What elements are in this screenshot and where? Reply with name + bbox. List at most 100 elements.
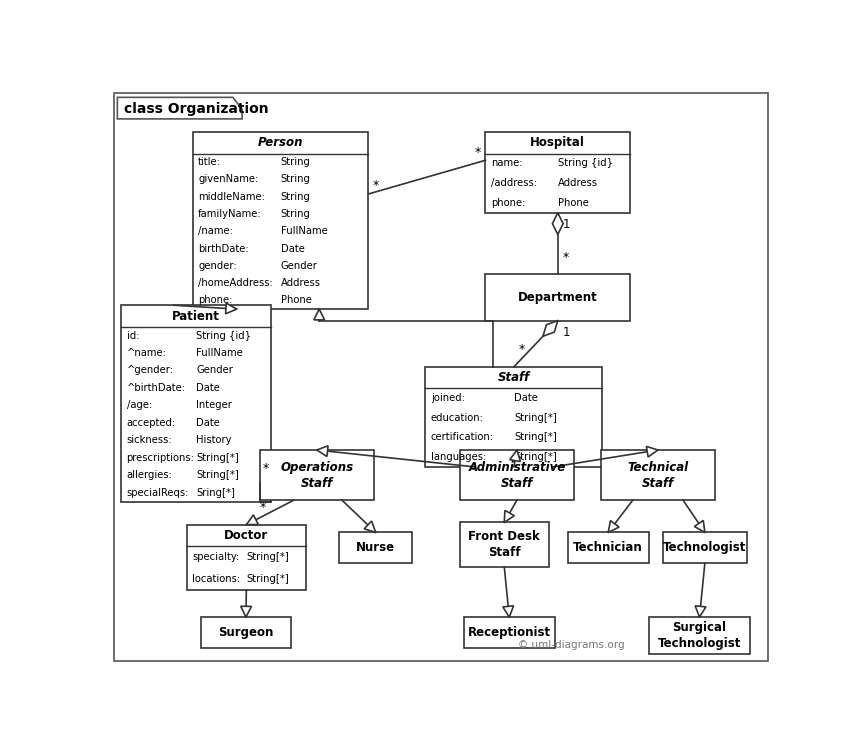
Bar: [485, 132, 630, 213]
Text: ^gender:: ^gender:: [126, 365, 174, 376]
Text: prescriptions:: prescriptions:: [126, 453, 194, 463]
Text: Address: Address: [280, 278, 321, 288]
Bar: [426, 367, 603, 467]
Bar: [648, 617, 750, 654]
Text: *: *: [260, 500, 266, 514]
Bar: [464, 617, 555, 648]
Text: specialty:: specialty:: [192, 552, 239, 562]
Text: Phone: Phone: [558, 198, 588, 208]
Text: Technician: Technician: [574, 542, 643, 554]
Bar: [460, 450, 574, 500]
Text: Date: Date: [196, 383, 220, 393]
Text: Integer: Integer: [196, 400, 232, 410]
Polygon shape: [503, 606, 513, 617]
Text: sickness:: sickness:: [126, 436, 172, 445]
Text: Administrative
Staff: Administrative Staff: [469, 460, 566, 489]
Text: education:: education:: [431, 413, 483, 423]
Text: FullName: FullName: [196, 348, 243, 358]
Bar: [485, 274, 630, 320]
Text: String[*]: String[*]: [514, 452, 556, 462]
Text: Staff: Staff: [498, 371, 530, 384]
Text: familyName:: familyName:: [198, 209, 261, 219]
Text: /age:: /age:: [126, 400, 152, 410]
Bar: [193, 132, 368, 309]
Text: String: String: [280, 209, 310, 219]
Bar: [568, 533, 648, 563]
Text: Department: Department: [518, 291, 598, 304]
Polygon shape: [608, 521, 619, 533]
Bar: [121, 306, 272, 501]
Text: joined:: joined:: [431, 393, 464, 403]
Text: Hospital: Hospital: [531, 136, 585, 149]
Text: specialReqs:: specialReqs:: [126, 488, 189, 498]
Polygon shape: [647, 447, 658, 457]
Bar: [339, 533, 412, 563]
Text: String: String: [280, 192, 310, 202]
Text: *: *: [562, 250, 568, 264]
Text: class Organization: class Organization: [124, 102, 268, 116]
Bar: [200, 617, 292, 648]
Text: © uml-diagrams.org: © uml-diagrams.org: [518, 640, 624, 650]
Text: id:: id:: [126, 330, 139, 341]
Text: Nurse: Nurse: [356, 542, 396, 554]
Text: ^name:: ^name:: [126, 348, 167, 358]
Text: /address:: /address:: [491, 179, 537, 188]
Text: Operations
Staff: Operations Staff: [280, 460, 353, 489]
Polygon shape: [225, 303, 237, 314]
Text: FullName: FullName: [280, 226, 328, 236]
Polygon shape: [117, 97, 243, 119]
Text: String[*]: String[*]: [196, 471, 239, 480]
Text: middleName:: middleName:: [198, 192, 265, 202]
Text: History: History: [196, 436, 232, 445]
Text: Technical
Staff: Technical Staff: [627, 460, 689, 489]
Text: Gender: Gender: [196, 365, 233, 376]
Polygon shape: [510, 450, 520, 462]
Text: ^birthDate:: ^birthDate:: [126, 383, 186, 393]
Text: phone:: phone:: [491, 198, 525, 208]
Text: Technologist: Technologist: [663, 542, 746, 554]
Text: String[*]: String[*]: [196, 453, 239, 463]
Text: Date: Date: [196, 418, 220, 428]
Text: givenName:: givenName:: [198, 175, 259, 185]
Text: allergies:: allergies:: [126, 471, 173, 480]
Text: Gender: Gender: [280, 261, 317, 271]
Bar: [260, 450, 374, 500]
Text: Surgical
Technologist: Surgical Technologist: [658, 621, 741, 650]
Text: String[*]: String[*]: [246, 552, 289, 562]
Text: accepted:: accepted:: [126, 418, 175, 428]
Polygon shape: [246, 515, 258, 524]
Text: 1: 1: [562, 326, 570, 339]
Text: phone:: phone:: [198, 296, 232, 306]
Text: Doctor: Doctor: [224, 529, 268, 542]
Text: gender:: gender:: [198, 261, 237, 271]
Text: *: *: [475, 146, 481, 158]
Text: birthDate:: birthDate:: [198, 244, 249, 253]
Text: languages:: languages:: [431, 452, 486, 462]
Polygon shape: [695, 606, 706, 617]
Text: *: *: [263, 462, 269, 475]
Text: String[*]: String[*]: [514, 413, 556, 423]
Text: /homeAddress:: /homeAddress:: [198, 278, 273, 288]
Text: Sring[*]: Sring[*]: [196, 488, 235, 498]
Bar: [187, 524, 306, 590]
Text: String {id}: String {id}: [558, 158, 613, 168]
Text: Date: Date: [280, 244, 304, 253]
Text: String[*]: String[*]: [514, 433, 556, 442]
Text: Date: Date: [514, 393, 538, 403]
Polygon shape: [314, 309, 324, 320]
Text: Person: Person: [258, 136, 304, 149]
Text: Front Desk
Staff: Front Desk Staff: [469, 530, 540, 560]
Text: String: String: [280, 175, 310, 185]
Bar: [601, 450, 715, 500]
Text: name:: name:: [491, 158, 522, 168]
Text: /name:: /name:: [198, 226, 233, 236]
Text: locations:: locations:: [192, 574, 240, 584]
Text: *: *: [372, 179, 378, 193]
Text: String {id}: String {id}: [196, 330, 251, 341]
Bar: [662, 533, 747, 563]
Bar: [460, 522, 549, 567]
Text: Patient: Patient: [172, 309, 220, 323]
Polygon shape: [316, 446, 328, 456]
Text: 1: 1: [562, 218, 570, 232]
Polygon shape: [504, 510, 514, 522]
